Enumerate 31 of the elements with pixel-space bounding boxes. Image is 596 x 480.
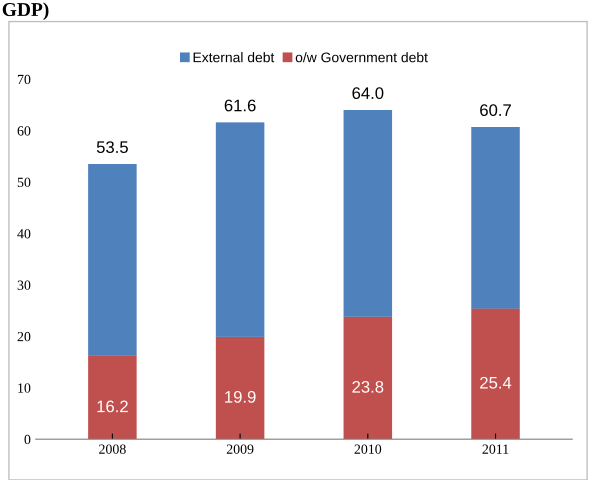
- bar: [471, 127, 520, 309]
- y-tick-label: 30: [18, 280, 30, 290]
- data-label: 19.9: [225, 390, 256, 403]
- data-label: 23.8: [352, 380, 384, 393]
- legend-label: o/w Government debt: [296, 52, 428, 62]
- x-tick-label: 2011: [482, 444, 508, 454]
- bar: [216, 122, 264, 337]
- y-tick-label: 10: [18, 383, 30, 393]
- y-tick-label: 60: [18, 126, 30, 136]
- y-tick-label: 50: [18, 178, 30, 188]
- bar: [88, 356, 137, 440]
- bar: [344, 110, 392, 317]
- chart-title: GDP): [2, 2, 48, 20]
- total-label: 53.5: [96, 141, 128, 154]
- total-label: 61.6: [224, 100, 256, 112]
- x-tick-label: 2008: [99, 444, 126, 454]
- data-label: 16.2: [97, 400, 128, 412]
- y-tick-label: 20: [18, 332, 30, 342]
- bar: [344, 316, 392, 440]
- total-label: 60.7: [480, 104, 511, 116]
- bar: [88, 164, 137, 356]
- y-tick-label: 0: [24, 434, 30, 444]
- x-tick-label: 2010: [354, 444, 382, 454]
- y-tick-label: 70: [18, 74, 30, 84]
- total-label: 64.0: [352, 87, 384, 100]
- legend-label: External debt: [194, 52, 274, 62]
- bar: [216, 336, 264, 440]
- y-tick-label: 40: [17, 229, 30, 238]
- bar: [471, 308, 520, 440]
- x-tick-label: 2009: [226, 444, 254, 454]
- data-label: 25.4: [480, 376, 512, 389]
